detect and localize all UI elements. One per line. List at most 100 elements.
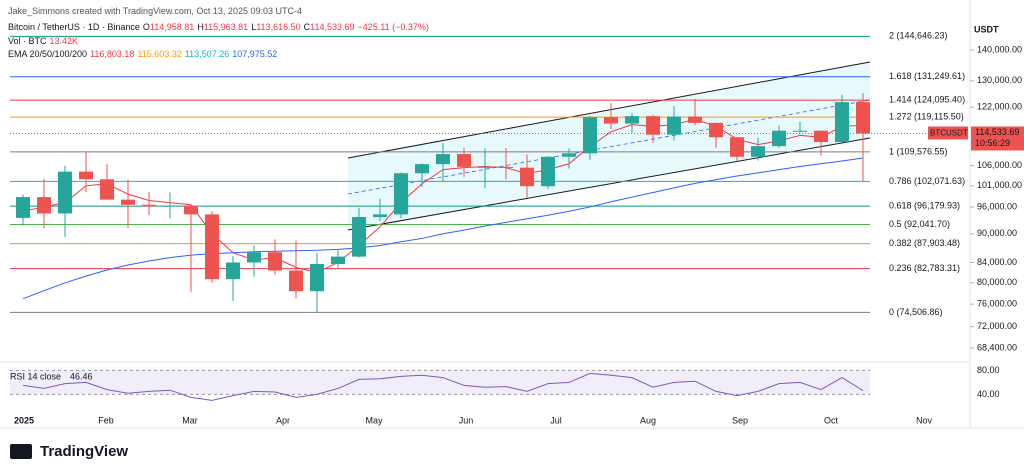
ema-row: EMA 20/50/100/200 116,803.18 115,603.32 113… <box>8 49 280 59</box>
candle-body <box>331 256 345 264</box>
x-tick-label: Aug <box>640 415 656 425</box>
fib-label: 0 (74,506.86) <box>889 307 943 317</box>
candle-body <box>310 263 324 292</box>
candle-body <box>646 116 660 135</box>
fib-label: 2 (144,646.23) <box>889 31 948 41</box>
fib-label: 1 (109,576.55) <box>889 146 948 156</box>
ema-value: 107,975.52 <box>232 49 278 59</box>
brand-logo <box>10 444 32 459</box>
candle-body <box>856 102 870 134</box>
candle-body <box>730 137 744 157</box>
x-tick-label: Oct <box>824 415 839 425</box>
candle-body <box>793 130 807 132</box>
candle-body <box>268 252 282 271</box>
x-tick-label: Nov <box>916 415 933 425</box>
candle-body <box>772 130 786 147</box>
volume-key: Vol · BTC <box>8 36 47 46</box>
y-tick-label: 106,000.00 <box>977 160 1022 170</box>
price-tag-countdown: 10:56:29 <box>975 138 1010 148</box>
candle-body <box>100 179 114 200</box>
x-tick-label: Sep <box>732 415 748 425</box>
candle-body <box>79 171 93 180</box>
candle-body <box>667 116 681 135</box>
fib-label: 0.382 (87,903.48) <box>889 238 960 248</box>
ohlc-value: 115,963.81 <box>203 22 249 32</box>
candle-body <box>436 154 450 165</box>
fib-label: 0.236 (82,783.31) <box>889 263 960 273</box>
price-tag-symbol-box <box>928 126 968 140</box>
candle-body <box>226 262 240 280</box>
candle-body <box>205 214 219 280</box>
candle-body <box>142 204 156 207</box>
fib-label: 1.414 (124,095.40) <box>889 94 965 104</box>
price-tag-box <box>971 126 1024 151</box>
x-tick-label: Jul <box>550 415 562 425</box>
candle-body <box>499 166 513 168</box>
candle-body <box>289 270 303 292</box>
fib-label: 0.618 (96,179.93) <box>889 201 960 211</box>
fib-label: 1.618 (131,249.61) <box>889 71 965 81</box>
ema-value: 115,603.32 <box>137 49 182 59</box>
x-tick-label: Mar <box>182 415 198 425</box>
candle-body <box>37 197 51 214</box>
candle-body <box>121 199 135 205</box>
price-tag-symbol: BTCUSDT <box>930 129 968 138</box>
change: −425.11 (−0.37%) <box>357 22 429 32</box>
symbol: Bitcoin / TetherUS · 1D · Binance <box>8 22 140 32</box>
ema-line <box>22 157 864 300</box>
y-tick-label: 101,000.00 <box>977 180 1022 190</box>
candle-body <box>247 252 261 263</box>
candle-body <box>751 146 765 157</box>
channel-line <box>347 137 871 231</box>
y-tick-label: 130,000.00 <box>977 75 1022 85</box>
candle-body <box>709 122 723 138</box>
rsi-line <box>22 372 864 401</box>
volume-value: 13.42K <box>49 36 79 46</box>
channel-line <box>347 61 871 159</box>
volume-row: Vol · BTC 13.42K <box>8 36 81 46</box>
fib-label: 0.5 (92,041.70) <box>889 219 950 229</box>
candle-body <box>457 154 471 167</box>
symbol-row: Bitcoin / TetherUS · 1D · Binance O114,95… <box>8 22 432 32</box>
candle-body <box>184 205 198 215</box>
rsi-tick-label: 80.00 <box>977 365 1000 375</box>
candle-body <box>415 164 429 174</box>
candle-body <box>520 167 534 187</box>
candle-body <box>352 217 366 257</box>
y-tick-label: 96,000.00 <box>977 201 1017 211</box>
y-tick-label: 122,000.00 <box>977 102 1022 112</box>
candle-body <box>16 197 30 218</box>
ohlc-value: 114,533.69 <box>310 22 355 32</box>
y-tick-label: 68,400.00 <box>977 342 1017 352</box>
ema-value: 113,507.26 <box>184 49 230 59</box>
y-tick-label: 72,000.00 <box>977 321 1017 331</box>
y-tick-label: 76,000.00 <box>977 299 1017 309</box>
y-tick-label: 90,000.00 <box>977 228 1017 238</box>
channel-mid <box>347 99 871 195</box>
rsi-value: 46.46 <box>70 371 93 381</box>
candle-body <box>163 205 177 207</box>
ohlc-value: 114,958.81 <box>149 22 195 32</box>
ohlc-key: C <box>303 22 311 32</box>
candle-body <box>583 117 597 154</box>
x-tick-label: Feb <box>98 415 114 425</box>
candle-body <box>814 130 828 143</box>
credit: Jake_Simmons created with TradingView.co… <box>8 6 302 16</box>
ohlc-key: O <box>142 22 150 32</box>
price-tag-label: 114,533.69 <box>975 127 1019 137</box>
fib-label: 0.786 (102,071.63) <box>889 176 965 186</box>
rsi-tick-label: 40.00 <box>977 389 1000 399</box>
y-tick-label: 84,000.00 <box>977 257 1017 267</box>
ema-value: 116,803.18 <box>90 49 135 59</box>
candle-body <box>604 117 618 124</box>
channel-fill <box>348 62 870 230</box>
x-tick-label: Jun <box>459 415 474 425</box>
candle-body <box>835 102 849 143</box>
candle-body <box>373 214 387 218</box>
y-tick-label: 140,000.00 <box>977 44 1022 54</box>
x-tick-label: May <box>365 415 383 425</box>
ohlc-value: 113,616.50 <box>256 22 301 32</box>
